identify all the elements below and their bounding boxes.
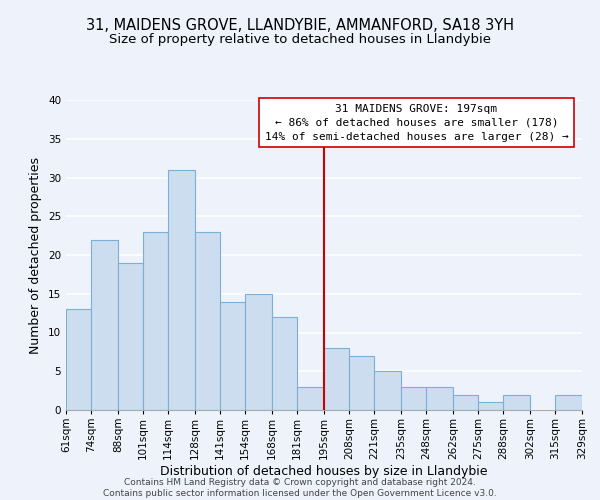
Bar <box>168 170 195 410</box>
Bar <box>91 240 118 410</box>
Bar <box>478 402 503 410</box>
Text: Size of property relative to detached houses in Llandybie: Size of property relative to detached ho… <box>109 32 491 46</box>
Bar <box>220 302 245 410</box>
Bar <box>118 263 143 410</box>
Bar <box>453 394 478 410</box>
Bar <box>143 232 168 410</box>
Text: Contains HM Land Registry data © Crown copyright and database right 2024.
Contai: Contains HM Land Registry data © Crown c… <box>103 478 497 498</box>
Bar <box>272 317 297 410</box>
Bar <box>401 387 426 410</box>
Bar <box>297 387 324 410</box>
Bar <box>195 232 220 410</box>
Bar <box>349 356 374 410</box>
Bar <box>426 387 453 410</box>
Bar <box>374 371 401 410</box>
Bar <box>66 309 91 410</box>
Bar <box>324 348 349 410</box>
Y-axis label: Number of detached properties: Number of detached properties <box>29 156 43 354</box>
Bar <box>555 394 582 410</box>
Text: 31, MAIDENS GROVE, LLANDYBIE, AMMANFORD, SA18 3YH: 31, MAIDENS GROVE, LLANDYBIE, AMMANFORD,… <box>86 18 514 32</box>
Bar <box>503 394 530 410</box>
Text: 31 MAIDENS GROVE: 197sqm
← 86% of detached houses are smaller (178)
14% of semi-: 31 MAIDENS GROVE: 197sqm ← 86% of detach… <box>265 104 568 142</box>
X-axis label: Distribution of detached houses by size in Llandybie: Distribution of detached houses by size … <box>160 464 488 477</box>
Bar <box>245 294 272 410</box>
